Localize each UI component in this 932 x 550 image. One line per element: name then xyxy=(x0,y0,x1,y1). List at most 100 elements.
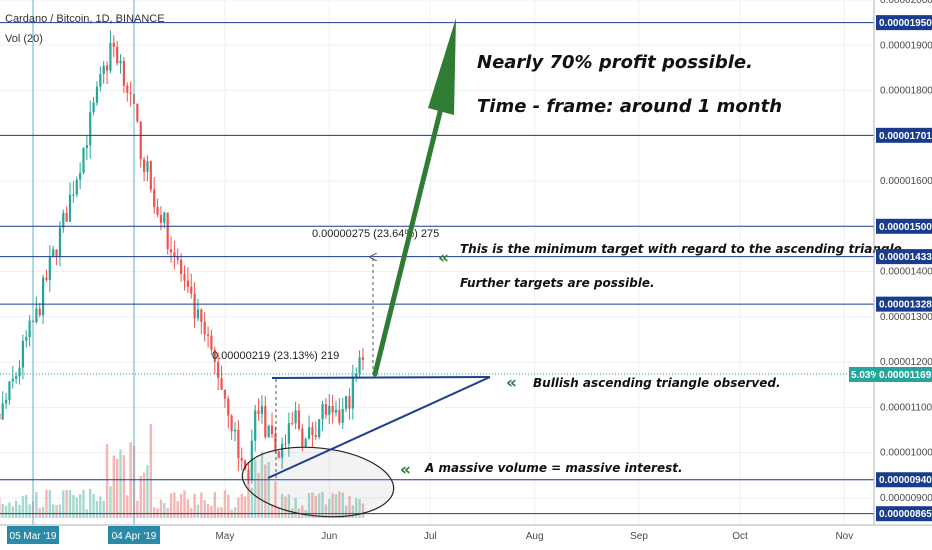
time-axis: 05 Mar '19 04 Apr '19 May Jun Jul Aug Sep Oct No… xyxy=(0,524,932,544)
candle-body xyxy=(112,42,115,47)
volume-bar xyxy=(109,486,112,518)
volume-bar xyxy=(68,490,72,518)
chevron-icon: « xyxy=(400,460,411,480)
volume-bar xyxy=(254,459,257,518)
volume-bar xyxy=(163,503,166,518)
candle-body xyxy=(122,60,125,86)
current-change: 5.03% xyxy=(851,370,879,381)
volume-bar xyxy=(48,490,52,518)
volume-bar xyxy=(62,490,65,518)
candle-body xyxy=(92,102,95,113)
volume-bar xyxy=(89,489,92,518)
candle-body xyxy=(85,145,88,148)
candle-body xyxy=(176,256,179,260)
candle-body xyxy=(99,73,102,87)
volume-bar xyxy=(166,507,169,518)
volume-bar xyxy=(153,507,156,518)
volume-bar xyxy=(267,461,270,518)
candle-body xyxy=(334,409,338,413)
level-tag-label: 0.00000940 xyxy=(879,475,932,486)
volume-bar xyxy=(257,472,260,518)
volume-bar xyxy=(243,496,247,518)
volume-bar xyxy=(361,503,365,518)
candle-body xyxy=(244,460,247,470)
volume-bar xyxy=(95,501,99,518)
candle-body xyxy=(358,357,361,374)
level-tag-label: 0.00001950 xyxy=(879,18,932,29)
price-tick-label: 0.00001800 xyxy=(880,86,932,97)
volume-bar xyxy=(355,498,358,518)
volume-bar xyxy=(142,472,146,518)
candle-body xyxy=(264,405,267,438)
candlesticks xyxy=(0,30,365,484)
volume-bar xyxy=(307,493,311,518)
volume-bar xyxy=(58,504,62,518)
level-tag-label: 0.00001433 xyxy=(879,252,932,263)
price-tick-label: 0.00001000 xyxy=(880,448,932,459)
candle-body xyxy=(361,357,365,360)
volume-bar xyxy=(341,492,344,518)
time-tick-label: Nov xyxy=(835,531,853,542)
candle-body xyxy=(28,320,31,338)
candle-body xyxy=(186,280,189,287)
volume-bar xyxy=(270,504,274,518)
candle-body xyxy=(281,443,284,458)
volume-bar xyxy=(351,505,355,518)
candle-body xyxy=(58,227,62,257)
candle-body xyxy=(311,427,314,436)
candle-body xyxy=(210,335,213,350)
volume-bar xyxy=(240,493,243,518)
candle-body xyxy=(331,405,334,413)
candle-body xyxy=(82,147,85,173)
volume-bar xyxy=(25,494,28,518)
candle-body xyxy=(163,212,166,223)
candle-body xyxy=(126,85,129,93)
volume-bar xyxy=(0,497,1,518)
candle-body xyxy=(287,423,290,444)
candle-body xyxy=(277,451,280,458)
volume-bar xyxy=(213,491,216,518)
volume-bar xyxy=(35,491,38,518)
volume-bar xyxy=(149,424,153,518)
price-tick-label: 0.00001900 xyxy=(880,40,932,51)
candle-body xyxy=(193,293,196,319)
price-tick-label: 0.00001100 xyxy=(880,402,932,413)
volume-bar xyxy=(284,496,287,518)
volume-bar xyxy=(4,505,8,518)
volume-bar xyxy=(18,504,21,518)
volume-bar xyxy=(206,504,210,518)
volume-bar xyxy=(220,507,223,518)
candle-body xyxy=(42,277,45,316)
volume-bar xyxy=(193,493,196,518)
candle-body xyxy=(230,415,233,432)
current-price: 0.00001169 xyxy=(879,370,932,381)
candle-body xyxy=(351,376,354,409)
volume-bar xyxy=(233,507,237,518)
candle-body xyxy=(318,419,321,437)
candle-body xyxy=(173,252,176,257)
current-price-tag: 5.03% 0.00001169 xyxy=(0,367,932,382)
volume-bar xyxy=(294,498,297,518)
volume-bar xyxy=(200,492,203,518)
volume-bar xyxy=(348,496,351,518)
candle-body xyxy=(180,259,183,275)
candle-body xyxy=(62,212,65,228)
candle-body xyxy=(35,308,38,323)
volume-bar xyxy=(183,490,186,518)
volume-bar xyxy=(216,507,220,518)
candle-body xyxy=(169,249,173,253)
volume-bar xyxy=(82,489,85,518)
candle-body xyxy=(190,286,193,294)
candle-body xyxy=(314,435,317,437)
volume-label: Vol (20) xyxy=(5,33,43,45)
volume-bar xyxy=(186,499,190,518)
volume-bar xyxy=(179,494,183,518)
level-tag-label: 0.00001701 xyxy=(879,131,932,142)
volume-bar xyxy=(338,491,341,518)
candle-body xyxy=(89,112,92,146)
volume-bar xyxy=(317,493,321,518)
chevron-icon: « xyxy=(506,373,517,393)
volume-bar xyxy=(75,497,78,518)
level-tag xyxy=(876,296,932,312)
